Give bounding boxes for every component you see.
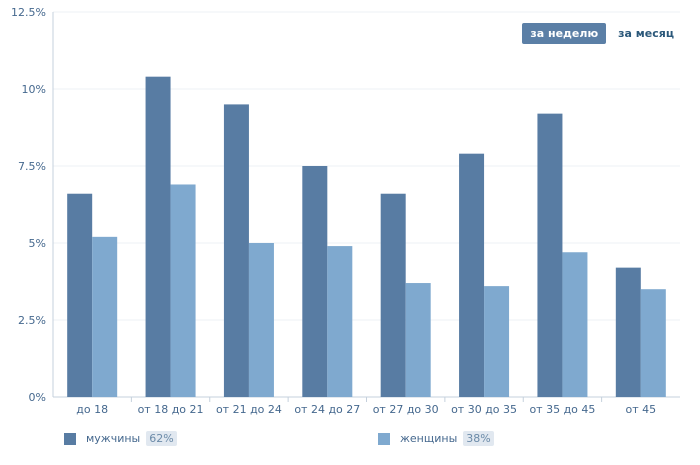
x-tick-label: от 35 до 45 <box>529 403 595 416</box>
bar-men[interactable] <box>223 104 249 398</box>
bar-women[interactable] <box>92 236 118 397</box>
x-tick-label: от 18 до 21 <box>138 403 204 416</box>
bar-men[interactable] <box>459 153 485 397</box>
bar-women[interactable] <box>170 184 196 397</box>
bar-women[interactable] <box>562 252 588 397</box>
x-tick-label: от 24 до 27 <box>294 403 360 416</box>
bar-men[interactable] <box>537 113 563 397</box>
y-tick-label: 5% <box>29 237 46 250</box>
legend-item-women[interactable]: женщины 38% <box>378 431 494 446</box>
bar-women[interactable] <box>405 283 431 397</box>
bar-men[interactable] <box>380 193 406 397</box>
y-tick-label: 2.5% <box>18 314 46 327</box>
period-week-button[interactable]: за неделю <box>522 23 607 44</box>
period-toggle: за неделю за месяц <box>522 23 682 44</box>
bar-women[interactable] <box>640 289 666 397</box>
y-tick-label: 12.5% <box>11 6 46 19</box>
bar-men[interactable] <box>67 193 93 397</box>
y-tick-label: 10% <box>22 83 46 96</box>
x-tick-label: от 45 <box>625 403 656 416</box>
bar-women[interactable] <box>248 243 274 397</box>
age-gender-bar-chart: 0% 2.5% 5% 7.5% 10% 12.5% до 18 от 18 до 21 от 2… <box>11 6 680 416</box>
legend-item-men[interactable]: мужчины 62% <box>64 431 177 446</box>
x-tick-label: от 21 до 24 <box>216 403 282 416</box>
legend-swatch-men <box>64 432 76 445</box>
legend-swatch-women <box>378 432 390 445</box>
x-tick-label: от 27 до 30 <box>373 403 439 416</box>
legend-percent-men: 62% <box>146 431 177 446</box>
bar-women[interactable] <box>484 286 510 397</box>
legend-label-women: женщины <box>400 432 458 445</box>
bar-men[interactable] <box>615 267 641 397</box>
x-tick-label: от 30 до 35 <box>451 403 517 416</box>
legend-label-men: мужчины <box>86 432 141 445</box>
legend-percent-women: 38% <box>463 431 494 446</box>
y-tick-label: 7.5% <box>18 160 46 173</box>
bar-men[interactable] <box>145 76 171 398</box>
bar-women[interactable] <box>327 246 353 397</box>
y-tick-label: 0% <box>29 391 46 404</box>
period-month-button[interactable]: за месяц <box>618 27 674 40</box>
x-tick-label: до 18 <box>76 403 108 416</box>
bar-men[interactable] <box>302 166 328 397</box>
